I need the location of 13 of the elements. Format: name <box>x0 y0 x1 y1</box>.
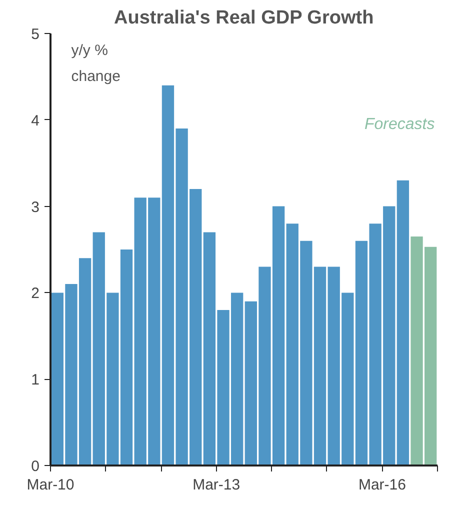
y-tick-label: 2 <box>31 285 40 302</box>
y-tick-label: 3 <box>31 198 40 216</box>
y-tick-label: 0 <box>31 458 40 475</box>
x-tick-label: Mar-13 <box>192 476 240 494</box>
chart-title: Australia's Real GDP Growth <box>114 8 374 28</box>
y-axis-title: y/y % change <box>71 42 120 86</box>
y-tick-label: 1 <box>31 372 40 389</box>
x-tick-label: Mar-16 <box>358 476 406 494</box>
bar <box>396 180 410 466</box>
y-tick-label: 5 <box>31 26 40 43</box>
annotation: Forecasts <box>364 116 435 133</box>
x-tick-label: Mar-10 <box>26 476 74 494</box>
y-tick-label: 4 <box>31 112 40 130</box>
